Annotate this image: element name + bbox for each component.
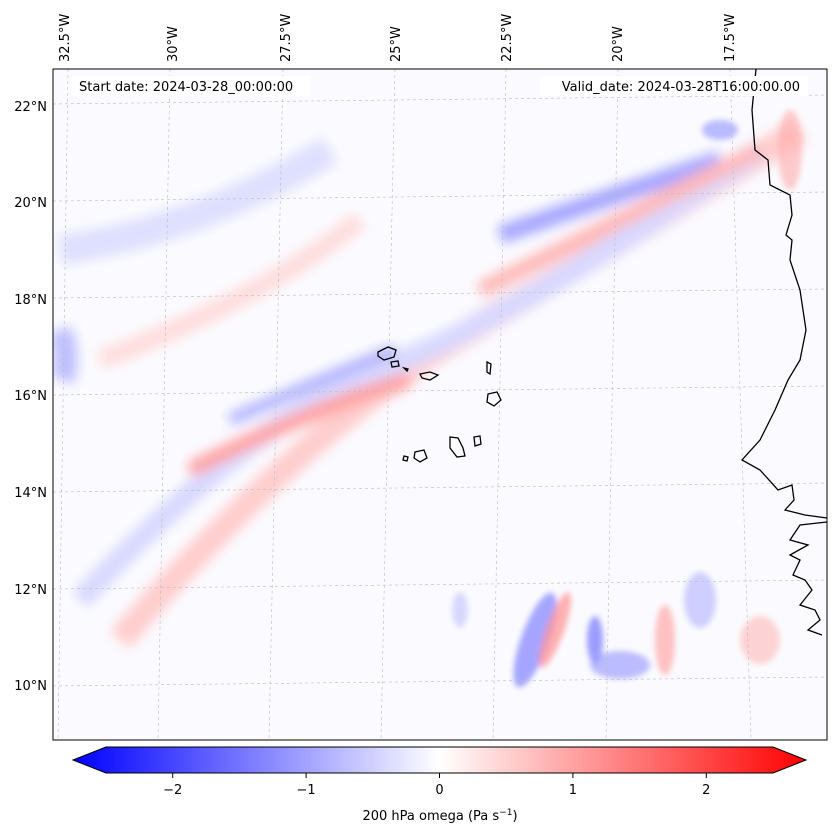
lon-label: 20°W	[611, 26, 626, 62]
lon-label: 22.5°W	[500, 14, 515, 62]
island-santiago	[449, 436, 466, 458]
omega-cell-negative	[452, 592, 468, 628]
lat-label: 10°N	[14, 679, 47, 694]
island-maio	[473, 435, 482, 447]
lat-label: 16°N	[14, 389, 47, 404]
latitude-labels: 22°N 20°N 18°N 16°N 14°N 12°N 10°N	[14, 100, 47, 694]
omega-band-positive	[96, 212, 367, 370]
map-frame	[52, 68, 828, 741]
omega-cell-negative	[590, 651, 650, 679]
omega-band-negative	[497, 151, 723, 244]
island-sal	[486, 360, 492, 376]
omega-band-positive	[186, 372, 412, 478]
lat-label: 22°N	[14, 100, 47, 115]
lat-label: 20°N	[14, 196, 47, 211]
map-plot-area: Start date: 2024-03-28_00:00:00 Valid_da…	[52, 68, 828, 741]
omega-cell-positive	[740, 616, 780, 664]
island-fogo	[413, 449, 428, 463]
lon-label: 17.5°W	[723, 14, 738, 62]
island-santo-antao	[377, 346, 397, 361]
lon-label: 27.5°W	[279, 14, 294, 62]
omega-band-positive	[476, 142, 764, 298]
island-brava	[402, 455, 409, 462]
coastlines	[377, 69, 827, 636]
start-date-text: Start date: 2024-03-28_00:00:00	[79, 80, 293, 95]
omega-band-negative	[72, 140, 767, 608]
lon-label: 25°W	[389, 26, 404, 62]
island-boa-vista	[486, 391, 502, 407]
colorbar-tick-label: 2	[702, 783, 710, 798]
date-banner: Start date: 2024-03-28_00:00:00 Valid_da…	[72, 76, 808, 96]
lon-label: 30°W	[166, 26, 181, 62]
island-sao-nicolau	[419, 371, 440, 381]
valid-date-text: Valid_date: 2024-03-28T16:00:00.00	[562, 80, 800, 95]
omega-cell-negative	[702, 120, 738, 140]
colorbar-body	[71, 746, 808, 774]
longitude-labels: 32.5°W 30°W 27.5°W 25°W 22.5°W 20°W 17.5…	[58, 14, 738, 62]
colorbar-tick-label: 0	[435, 783, 443, 798]
omega-cell-positive	[778, 110, 802, 190]
colorbar: −2 −1 0 1 2 200 hPa omega (Pa s−1)	[71, 746, 808, 824]
gridlines	[53, 69, 827, 740]
colorbar-tick-label: −1	[297, 783, 316, 798]
african-coastline	[740, 69, 827, 636]
colorbar-ticks: −2 −1 0 1 2	[163, 773, 710, 798]
colorbar-label: 200 hPa omega (Pa s−1)	[362, 808, 517, 824]
omega-cell-positive	[538, 592, 572, 668]
colorbar-tick-label: 1	[569, 783, 577, 798]
lat-label: 12°N	[14, 583, 47, 598]
omega-band-negative	[57, 137, 338, 265]
island-santa-luzia	[401, 366, 409, 373]
omega-cell-positive	[655, 605, 675, 675]
lat-label: 14°N	[14, 486, 47, 501]
lat-label: 18°N	[14, 293, 47, 308]
omega-band-negative	[227, 344, 398, 426]
omega-cell-negative	[587, 616, 603, 664]
omega-field	[53, 110, 807, 688]
omega-cell-negative	[513, 592, 557, 688]
omega-band-negative	[53, 326, 78, 385]
colorbar-tick-label: −2	[163, 783, 182, 798]
island-sao-vicente	[390, 360, 400, 368]
lon-label: 32.5°W	[58, 14, 73, 62]
omega-cell-negative	[684, 572, 716, 628]
